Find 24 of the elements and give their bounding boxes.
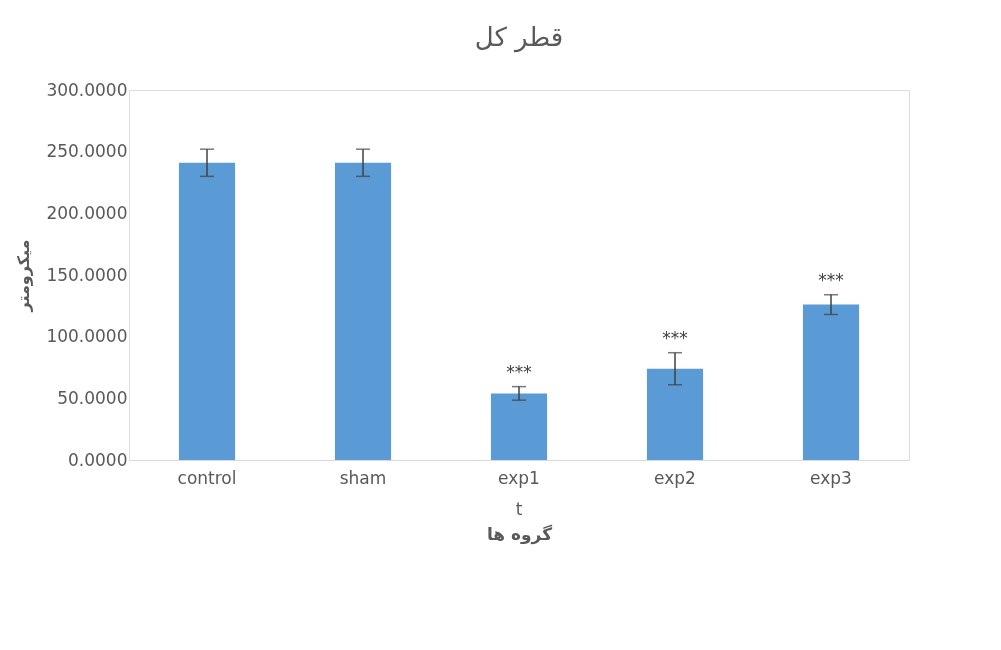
bar bbox=[334, 162, 392, 460]
x-tick-label: exp3 bbox=[810, 467, 852, 488]
x-tick-label: sham bbox=[339, 467, 387, 488]
text: t bbox=[515, 499, 523, 519]
y-tick-label: 300.0000 bbox=[46, 79, 128, 100]
y-tick-label: 250.0000 bbox=[46, 141, 128, 162]
y-tick-label: 150.0000 bbox=[46, 264, 128, 285]
annotation: *** bbox=[506, 361, 532, 382]
x-axis-title: گروه ها bbox=[486, 523, 553, 545]
chart-title: قطر کل bbox=[474, 22, 564, 53]
bar bbox=[490, 393, 548, 460]
annotation: *** bbox=[818, 269, 844, 290]
bar bbox=[802, 304, 860, 460]
bar bbox=[178, 162, 236, 460]
y-tick-label: 200.0000 bbox=[46, 202, 128, 223]
x-tick-label: exp1 bbox=[498, 467, 540, 488]
y-tick-label: 0.0000 bbox=[68, 449, 128, 470]
annotation: *** bbox=[662, 327, 688, 348]
x-tick-label: exp2 bbox=[654, 467, 696, 488]
x-tick-label: control bbox=[177, 467, 237, 488]
bar bbox=[646, 368, 704, 460]
y-tick-label: 50.0000 bbox=[57, 387, 128, 408]
y-tick-label: 100.0000 bbox=[46, 326, 128, 347]
y-axis-title: میکرومتر bbox=[14, 239, 34, 313]
